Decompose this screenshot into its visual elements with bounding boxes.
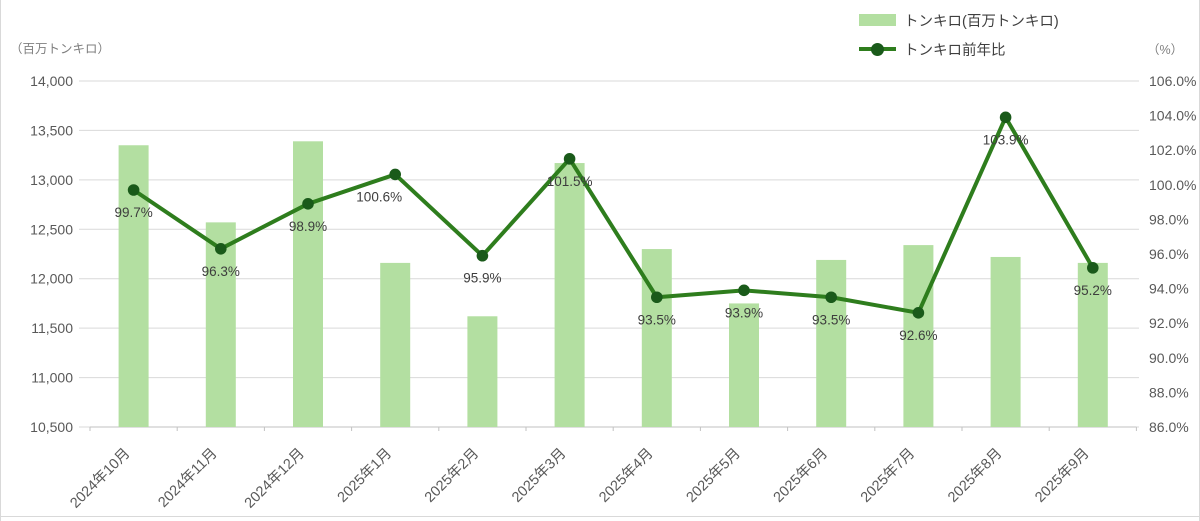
data-point-label: 99.7% <box>114 205 152 220</box>
plot-area: 14,000 13,500 13,000 12,500 12,000 11,500 11,0… <box>1 0 1200 521</box>
y-tick-label-left: 13,000 <box>30 172 73 188</box>
y-tick-label-right: 96.0% <box>1149 246 1189 262</box>
y-tick-label-right: 102.0% <box>1149 142 1196 158</box>
chart-bottom-border <box>1 516 1200 517</box>
x-tick-label: 2025年9月 <box>1032 445 1093 506</box>
x-tick-label: 2025年3月 <box>508 445 569 506</box>
data-point-label: 100.6% <box>356 189 402 204</box>
data-point-label: 93.5% <box>812 312 850 327</box>
y-tick-label-left: 10,500 <box>30 419 73 435</box>
bar-2025年6月[interactable] <box>816 260 846 427</box>
y-tick-label-right: 100.0% <box>1149 177 1196 193</box>
bar-2025年5月[interactable] <box>729 303 759 427</box>
y-tick-label-left: 11,500 <box>31 320 73 336</box>
bar-2025年2月[interactable] <box>467 316 497 427</box>
data-point-2025年3月[interactable] <box>564 153 576 165</box>
combo-chart: （百万トンキロ） （%） トンキロ(百万トンキロ) トンキロ前年比 14,000… <box>0 0 1200 521</box>
x-tick-label: 2025年7月 <box>857 445 918 506</box>
y-tick-label-left: 14,000 <box>30 73 73 89</box>
data-point-2024年10月[interactable] <box>128 184 140 196</box>
x-tick-label: 2025年5月 <box>683 445 744 506</box>
y-tick-label-left: 11,000 <box>31 370 73 386</box>
y-tick-label-right: 90.0% <box>1149 350 1189 366</box>
data-point-label: 93.5% <box>638 312 676 327</box>
y-tick-label-left: 12,500 <box>30 221 73 237</box>
data-point-2025年1月[interactable] <box>389 169 401 181</box>
y-tick-label-right: 88.0% <box>1149 384 1189 400</box>
data-point-label: 95.9% <box>463 271 501 286</box>
y-tick-label-right: 94.0% <box>1149 281 1189 297</box>
data-point-2025年8月[interactable] <box>1000 112 1012 124</box>
y-tick-label-right: 98.0% <box>1149 211 1189 227</box>
data-point-2025年9月[interactable] <box>1087 262 1099 274</box>
y-tick-label-right: 92.0% <box>1149 315 1189 331</box>
data-point-2024年11月[interactable] <box>215 243 227 255</box>
data-point-label: 92.6% <box>899 328 937 343</box>
x-tick-label: 2024年12月 <box>241 445 308 512</box>
x-tick-label: 2025年2月 <box>421 445 482 506</box>
bar-2024年12月[interactable] <box>293 141 323 427</box>
x-tick-label: 2025年1月 <box>334 445 395 506</box>
data-point-2025年4月[interactable] <box>651 291 663 303</box>
data-point-label: 95.2% <box>1074 283 1112 298</box>
y-tick-label-right: 104.0% <box>1149 108 1196 124</box>
data-point-2024年12月[interactable] <box>302 198 314 210</box>
data-point-2025年6月[interactable] <box>825 291 837 303</box>
data-point-label: 103.9% <box>983 132 1029 147</box>
data-point-label: 101.5% <box>547 174 593 189</box>
y-tick-label-left: 12,000 <box>30 271 73 287</box>
bar-2025年1月[interactable] <box>380 263 410 427</box>
x-tick-label: 2024年11月 <box>155 445 221 511</box>
y-tick-label-right: 106.0% <box>1149 73 1196 89</box>
x-tick-label: 2025年6月 <box>770 445 831 506</box>
y-tick-label-right: 86.0% <box>1149 419 1189 435</box>
data-point-2025年2月[interactable] <box>477 250 489 262</box>
x-tick-label: 2024年10月 <box>67 445 134 512</box>
data-point-2025年7月[interactable] <box>913 307 925 319</box>
bar-2025年3月[interactable] <box>555 163 585 427</box>
bar-2025年4月[interactable] <box>642 249 672 427</box>
data-point-label: 98.9% <box>289 219 327 234</box>
x-tick-label: 2025年4月 <box>596 445 657 506</box>
bar-2025年8月[interactable] <box>991 257 1021 427</box>
data-point-label: 96.3% <box>202 264 240 279</box>
data-point-2025年5月[interactable] <box>738 285 750 297</box>
trend-line[interactable] <box>134 117 1093 312</box>
data-point-label: 93.9% <box>725 305 763 320</box>
x-tick-label: 2025年8月 <box>944 445 1005 506</box>
y-tick-label-left: 13,500 <box>30 122 73 138</box>
